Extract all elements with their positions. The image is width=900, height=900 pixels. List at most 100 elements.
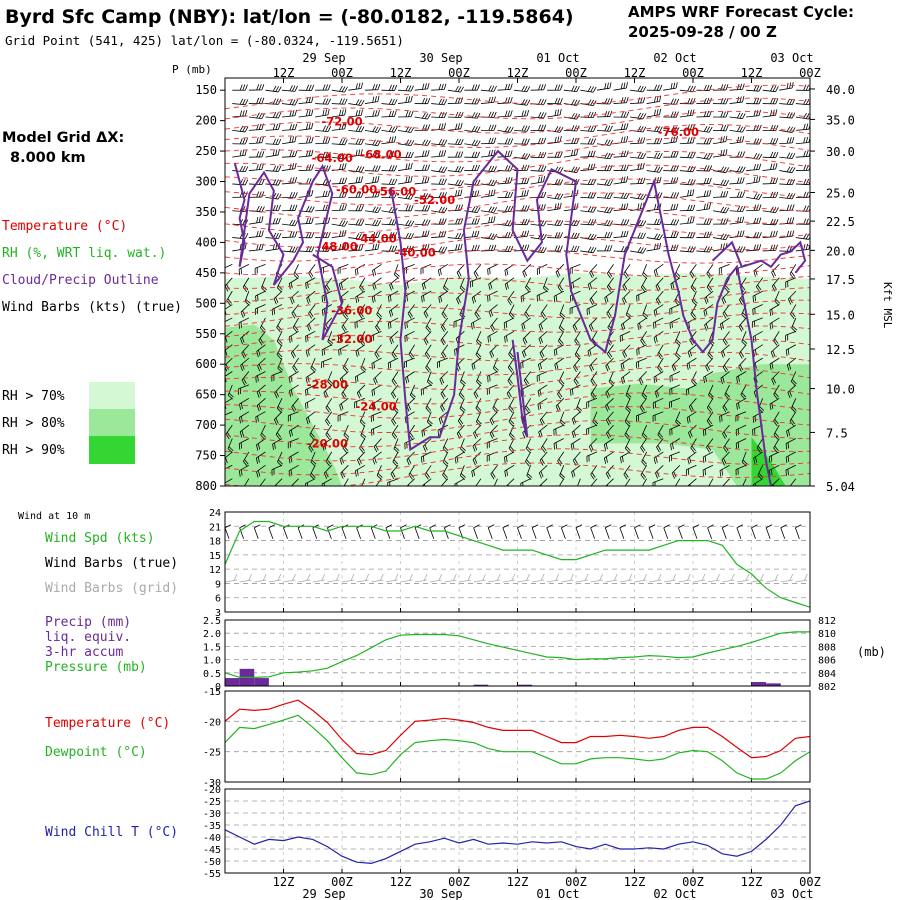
wind-barb: [696, 177, 712, 185]
wind-panel-title: Wind at 10 m: [18, 511, 90, 522]
temperature-label: -56.00: [375, 185, 416, 199]
wind-barb: [339, 397, 349, 411]
chill-ytick: -55: [203, 869, 221, 880]
wind-barb: [281, 219, 299, 227]
wind-barb: [669, 451, 680, 462]
true-wind-barb: [487, 527, 493, 539]
cycle-value: 2025-09-28 / 00 Z: [628, 23, 777, 41]
pressure-label: 700: [195, 418, 217, 432]
grid-wind-barb-flag: [321, 573, 326, 581]
wind-barb: [389, 331, 399, 345]
wind-barb: [238, 317, 250, 329]
wind-barb: [497, 231, 514, 239]
cloud-outline-line: [711, 240, 807, 274]
pressure-unit: (mb): [857, 645, 886, 659]
true-wind-barb-flag: [239, 524, 246, 529]
wind-barb: [472, 438, 482, 452]
pressure-ytick: 804: [818, 669, 836, 680]
wind-barb: [503, 317, 515, 329]
cloud-outline-line: [511, 339, 529, 438]
wind-barb: [580, 163, 596, 171]
grid-wind-barb: [341, 579, 355, 583]
wind-barb: [779, 152, 796, 159]
pressure-ytick: 810: [818, 629, 836, 640]
wind-barb: [624, 478, 631, 486]
temperature-contour: [225, 137, 810, 163]
wind-barb: [636, 411, 647, 422]
wind-barb: [288, 384, 299, 397]
time-tick-bottom: 00Z: [799, 875, 821, 889]
wind-barb: [712, 233, 730, 241]
wind-barb: [762, 244, 778, 252]
grid-wind-barb-flag: [496, 573, 501, 581]
wind-barb: [704, 290, 714, 305]
wind-barb: [571, 464, 581, 478]
wind-barb: [241, 371, 250, 386]
precip-panel-label: liq. equiv.: [45, 630, 131, 645]
wind-barb: [232, 98, 249, 106]
wind-barb: [276, 344, 283, 360]
wind-barb: [364, 95, 380, 104]
wind-barb: [447, 243, 463, 252]
wind-chill-panel: Wind Chill T (°C) -55-50-45-40-35-30-25-2…: [45, 785, 811, 880]
wind-barb: [712, 218, 729, 225]
wind-barb: [232, 165, 249, 173]
wind-barb: [298, 122, 314, 131]
wind-barb: [613, 218, 630, 226]
grid-wind-barb-flag: [760, 573, 764, 581]
temperature-label: -64.00: [312, 151, 353, 165]
wind-barb: [769, 317, 780, 330]
wind-barb: [718, 263, 730, 275]
grid-wind-barb-flag: [379, 573, 384, 581]
temperature-contour: [225, 420, 810, 448]
precip-bar: [473, 684, 489, 686]
grid-wind-barb-flag: [789, 573, 794, 581]
wind-barb: [590, 465, 598, 480]
grid-wind-barb-flag: [467, 573, 472, 581]
wind-barb: [447, 111, 464, 119]
wind-barb: [248, 151, 265, 158]
wind-barb: [226, 290, 233, 306]
wind-barb: [530, 165, 547, 172]
wind-chill-label: Wind Chill T (°C): [45, 825, 178, 840]
wind-barb: [669, 371, 681, 383]
grid-wind-barb-flag: [438, 573, 443, 581]
true-wind-barb: [736, 527, 742, 539]
wind-barb: [572, 317, 581, 332]
pressure-label: 800: [195, 479, 217, 493]
wind-barb: [424, 465, 432, 480]
grid-wind-barb: [239, 579, 252, 583]
wind-barb: [530, 112, 547, 119]
true-wind-barb: [648, 527, 654, 539]
wind-barb: [504, 330, 515, 343]
wind-barb: [240, 331, 250, 345]
temperature-contour: [225, 312, 810, 338]
pressure-label: 450: [195, 266, 217, 280]
wind-barb: [338, 344, 349, 356]
dewpoint-line: [225, 714, 810, 780]
kft-label: 7.5: [826, 426, 848, 440]
wind-barb: [605, 424, 614, 439]
wind-barb: [587, 344, 598, 357]
true-wind-barb: [429, 527, 435, 539]
time-tick-top: 12Z: [273, 66, 295, 80]
wind-barb: [762, 151, 779, 159]
wind-barb: [536, 263, 548, 275]
date-label-top: 01 Oct: [536, 51, 579, 65]
wind-barb: [423, 331, 432, 346]
true-wind-barb: [560, 527, 566, 539]
wind-barb: [547, 108, 562, 118]
true-wind-barb: [751, 527, 756, 539]
wind-barb: [232, 138, 248, 145]
wind-barb: [308, 438, 316, 453]
kft-label: 5.04: [826, 480, 855, 494]
precip-bar: [751, 682, 767, 686]
wind-barb: [508, 411, 515, 427]
grid-wind-barb-flag: [657, 573, 662, 581]
wind-barb: [282, 191, 298, 199]
chill-ytick: -25: [203, 797, 221, 808]
time-tick-top: 00Z: [448, 66, 470, 80]
wind-barb: [348, 205, 364, 212]
cloud-outline-line: [233, 163, 344, 341]
precip-bar: [225, 678, 240, 686]
